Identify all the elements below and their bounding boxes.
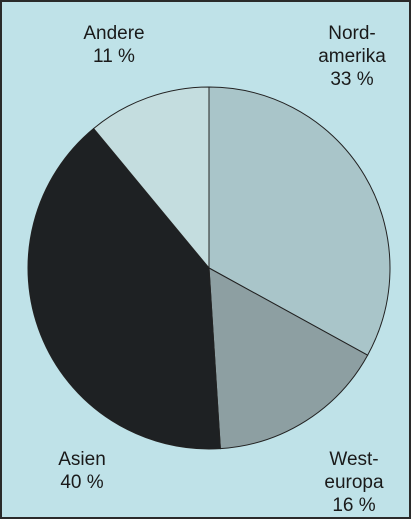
slice-label: West- europa 16 % (294, 448, 409, 517)
value-label: 40 % (60, 472, 104, 493)
value-label: 11 % (93, 46, 135, 67)
category-label: Nord- amerika (318, 23, 386, 67)
pie-slice (92, 86, 210, 270)
value-label: 16 % (332, 495, 376, 516)
slice-label: Nord- amerika 33 % (292, 22, 409, 91)
category-label: West- europa (324, 449, 384, 493)
slice-label: Andere 11 % (54, 22, 174, 68)
pie-slice (208, 267, 369, 450)
value-label: 33 % (330, 69, 374, 90)
pie-slice (27, 127, 221, 450)
category-label: Andere (83, 23, 145, 44)
pie-slice (208, 86, 391, 356)
category-label: Asien (58, 449, 106, 470)
slice-label: Asien 40 % (22, 448, 142, 494)
